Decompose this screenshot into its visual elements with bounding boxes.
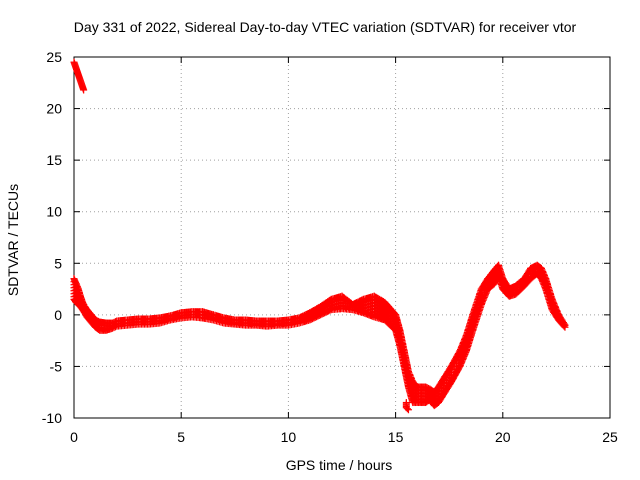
point-band-start-segment [73,65,81,74]
band-fill [70,261,569,408]
x-tick-label: 5 [177,429,185,445]
plot-frame [73,56,611,419]
point-band-start-segment [71,62,80,71]
y-tick-label: 10 [46,204,62,220]
x-tick-label: 25 [602,429,618,445]
point-band-isolated [403,405,411,413]
grid-layer [74,57,610,418]
x-axis-label: GPS time / hours [286,457,393,473]
y-tick-label: 0 [54,307,62,323]
y-tick-label: 15 [46,152,62,168]
x-tick-label: 20 [495,429,511,445]
y-tick-label: 5 [54,255,62,271]
y-tick-label: 20 [46,101,62,117]
point-band-start-segment [75,72,83,81]
x-tick-label: 0 [70,429,78,445]
point-band-start-segment [70,59,79,68]
x-axis-ticks: 0 5 10 15 20 25 [70,57,618,445]
x-tick-label: 15 [388,429,404,445]
chart-title: Day 331 of 2022, Sidereal Day-to-day VTE… [74,19,577,35]
point-band-start-segment [79,84,87,93]
y-tick-label: 25 [46,49,62,65]
x-tick-label: 10 [281,429,297,445]
data-points-layer [70,58,569,414]
y-tick-label: -10 [42,410,62,426]
y-axis-ticks: -10 -5 0 5 10 15 20 25 [42,49,610,426]
y-axis-label: SDTVAR / TECUs [5,184,21,296]
y-tick-label: -5 [50,358,63,374]
